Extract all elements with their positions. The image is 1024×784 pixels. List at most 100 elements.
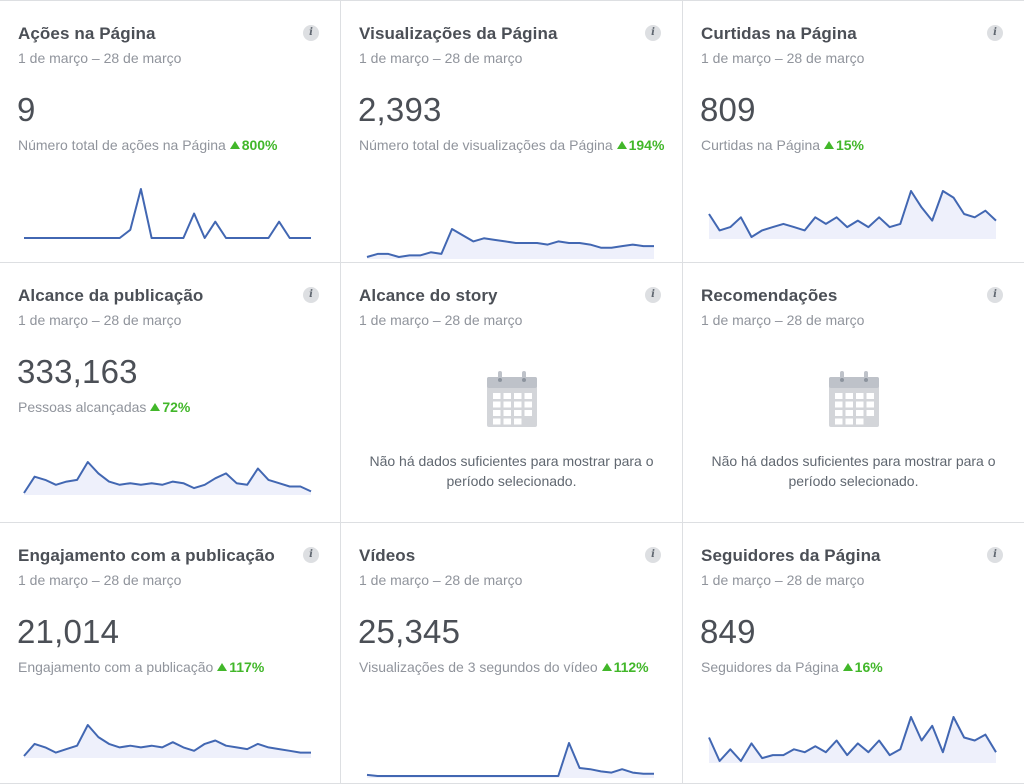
change-indicator: 72% xyxy=(150,399,190,415)
sparkline-line xyxy=(366,228,654,258)
date-range: 1 de março – 28 de março xyxy=(701,50,865,66)
info-icon[interactable]: i xyxy=(645,287,661,303)
insight-card[interactable]: Alcance do story 1 de março – 28 de março… xyxy=(341,263,683,523)
sparkline-area xyxy=(24,462,311,495)
sparkline-chart xyxy=(366,228,654,259)
sparkline-area xyxy=(367,229,654,259)
metric-label: Engajamento com a publicação xyxy=(18,659,214,675)
date-range: 1 de março – 28 de março xyxy=(701,312,865,328)
insight-card[interactable]: Engajamento com a publicação 1 de março –… xyxy=(0,523,341,784)
up-arrow-icon xyxy=(842,663,853,671)
card-title: Curtidas na Página xyxy=(701,24,857,43)
up-arrow-icon xyxy=(229,141,240,149)
up-arrow-icon xyxy=(601,663,612,671)
change-percent: 15% xyxy=(835,137,864,153)
change-indicator: 15% xyxy=(823,137,864,153)
metric-description: Número total de ações na Página 800% xyxy=(18,135,328,155)
info-icon[interactable]: i xyxy=(645,547,661,563)
metric-value: 849 xyxy=(700,613,756,650)
card-title: Recomendações xyxy=(701,286,838,305)
insight-card[interactable]: Curtidas na Página 1 de março – 28 de mar… xyxy=(683,1,1024,263)
metric-description: Seguidores da Página 16% xyxy=(701,657,1011,677)
card-title: Visualizações da Página xyxy=(359,24,558,43)
metric-description: Engajamento com a publicação 117% xyxy=(18,657,328,677)
card-title: Engajamento com a publicação xyxy=(18,546,275,565)
card-title: Ações na Página xyxy=(18,24,156,43)
date-range: 1 de março – 28 de março xyxy=(359,50,523,66)
sparkline-line xyxy=(708,190,997,238)
calendar-icon xyxy=(828,371,879,427)
sparkline-chart xyxy=(24,188,311,239)
metric-description: Curtidas na Página 15% xyxy=(701,135,1011,155)
date-range: 1 de março – 28 de março xyxy=(18,572,182,588)
sparkline-line xyxy=(23,461,312,494)
sparkline-area xyxy=(709,717,996,763)
card-title: Alcance do story xyxy=(359,286,498,305)
insight-card[interactable]: Vídeos 1 de março – 28 de março i 25,345 Vis… xyxy=(341,523,683,784)
metric-label: Seguidores da Página xyxy=(701,659,839,675)
card-title: Vídeos xyxy=(359,546,416,565)
info-icon[interactable]: i xyxy=(303,25,319,41)
metric-label: Curtidas na Página xyxy=(701,137,821,153)
metric-label: Número total de ações na Página xyxy=(18,137,226,153)
date-range: 1 de março – 28 de março xyxy=(18,312,182,328)
info-icon[interactable]: i xyxy=(987,547,1003,563)
change-indicator: 800% xyxy=(229,137,278,153)
insight-card[interactable]: Seguidores da Página 1 de março – 28 de m… xyxy=(683,523,1024,784)
up-arrow-icon xyxy=(823,141,834,149)
metric-label: Visualizações de 3 segundos do vídeo xyxy=(359,659,598,675)
date-range: 1 de março – 28 de março xyxy=(18,50,182,66)
card-title: Alcance da publicação xyxy=(18,286,204,305)
up-arrow-icon xyxy=(150,403,161,411)
up-arrow-icon xyxy=(217,663,228,671)
change-percent: 72% xyxy=(162,399,191,415)
change-indicator: 16% xyxy=(842,659,883,675)
sparkline-chart xyxy=(708,190,997,239)
up-arrow-icon xyxy=(616,141,627,149)
sparkline-line xyxy=(708,716,997,762)
change-percent: 16% xyxy=(854,659,883,675)
sparkline-area xyxy=(24,725,311,758)
insight-card[interactable]: Recomendações 1 de março – 28 de março i Nã… xyxy=(683,263,1024,523)
change-percent: 112% xyxy=(613,659,649,675)
date-range: 1 de março – 28 de março xyxy=(701,572,865,588)
info-icon[interactable]: i xyxy=(645,25,661,41)
date-range: 1 de março – 28 de março xyxy=(359,312,523,328)
sparkline-line xyxy=(23,724,311,757)
metric-value: 809 xyxy=(700,91,756,128)
change-percent: 194% xyxy=(628,137,665,153)
metric-description: Pessoas alcançadas 72% xyxy=(18,397,328,417)
change-indicator: 117% xyxy=(217,659,264,675)
sparkline-area xyxy=(709,191,996,239)
change-percent: 800% xyxy=(241,137,278,153)
insight-card[interactable]: Alcance da publicação 1 de março – 28 de … xyxy=(0,263,341,523)
empty-state-message: Não há dados suficientes para mostrar pa… xyxy=(369,453,654,489)
change-percent: 117% xyxy=(229,659,265,675)
info-icon[interactable]: i xyxy=(987,25,1003,41)
calendar-icon xyxy=(486,371,537,427)
info-icon[interactable]: i xyxy=(987,287,1003,303)
metric-label: Pessoas alcançadas xyxy=(18,399,147,415)
card-title: Seguidores da Página xyxy=(701,546,881,565)
info-icon[interactable]: i xyxy=(303,287,319,303)
sparkline-chart xyxy=(23,461,312,495)
metric-value: 21,014 xyxy=(17,613,120,650)
info-icon[interactable]: i xyxy=(303,547,319,563)
sparkline-line xyxy=(366,742,654,777)
sparkline-chart xyxy=(366,742,654,778)
metric-description: Número total de visualizações da Página … xyxy=(359,135,669,155)
metric-value: 2,393 xyxy=(358,91,442,128)
insight-card[interactable]: Ações na Página 1 de março – 28 de março i… xyxy=(0,1,341,263)
empty-state-message: Não há dados suficientes para mostrar pa… xyxy=(711,453,996,489)
metric-value: 9 xyxy=(17,91,36,128)
sparkline-chart xyxy=(708,716,997,763)
metric-description: Visualizações de 3 segundos do vídeo 112… xyxy=(359,657,669,677)
change-indicator: 194% xyxy=(616,137,665,153)
metric-value: 25,345 xyxy=(358,613,461,650)
metric-value: 333,163 xyxy=(17,353,138,390)
sparkline-line xyxy=(24,188,311,239)
change-indicator: 112% xyxy=(601,659,649,675)
insight-card[interactable]: Visualizações da Página 1 de março – 28 d… xyxy=(341,1,683,263)
date-range: 1 de março – 28 de março xyxy=(359,572,523,588)
